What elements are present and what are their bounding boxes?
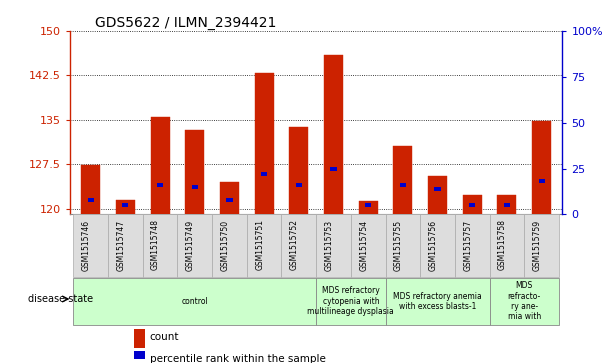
Bar bbox=[108, 215, 143, 277]
Bar bbox=[385, 278, 489, 325]
Bar bbox=[463, 195, 482, 215]
Bar bbox=[261, 172, 267, 176]
Text: MDS refractory
cytopenia with
multilineage dysplasia: MDS refractory cytopenia with multilinea… bbox=[308, 286, 394, 316]
Bar bbox=[365, 203, 371, 207]
Bar bbox=[316, 215, 351, 277]
Text: GSM1515759: GSM1515759 bbox=[533, 220, 542, 270]
Bar bbox=[385, 215, 420, 277]
Bar bbox=[134, 329, 145, 347]
Text: MDS
refracto-
ry ane-
mia with: MDS refracto- ry ane- mia with bbox=[508, 281, 541, 322]
Bar bbox=[192, 185, 198, 189]
Bar bbox=[428, 176, 447, 215]
Bar bbox=[157, 183, 163, 187]
Text: GSM1515753: GSM1515753 bbox=[325, 220, 334, 270]
Text: count: count bbox=[150, 333, 179, 342]
Text: GSM1515752: GSM1515752 bbox=[290, 220, 299, 270]
Text: GSM1515749: GSM1515749 bbox=[186, 220, 195, 270]
Text: MDS refractory anemia
with excess blasts-1: MDS refractory anemia with excess blasts… bbox=[393, 292, 482, 311]
Bar bbox=[143, 215, 178, 277]
Bar bbox=[359, 201, 378, 215]
Bar bbox=[393, 146, 412, 215]
Text: GSM1515754: GSM1515754 bbox=[359, 220, 368, 270]
Bar bbox=[289, 127, 308, 215]
Text: percentile rank within the sample: percentile rank within the sample bbox=[150, 354, 325, 363]
Bar bbox=[226, 198, 232, 202]
Text: disease state: disease state bbox=[28, 294, 93, 304]
Text: GSM1515756: GSM1515756 bbox=[429, 220, 438, 270]
Bar bbox=[74, 278, 316, 325]
Bar bbox=[116, 200, 135, 215]
Bar bbox=[220, 182, 239, 215]
Bar bbox=[420, 215, 455, 277]
Text: GSM1515757: GSM1515757 bbox=[463, 220, 472, 270]
Bar bbox=[489, 215, 524, 277]
Text: GSM1515746: GSM1515746 bbox=[81, 220, 91, 270]
Bar bbox=[532, 121, 551, 215]
Bar bbox=[539, 179, 545, 183]
Bar bbox=[151, 117, 170, 215]
Bar bbox=[212, 215, 247, 277]
Text: GSM1515751: GSM1515751 bbox=[255, 220, 264, 270]
Bar bbox=[282, 215, 316, 277]
Text: GSM1515747: GSM1515747 bbox=[116, 220, 125, 270]
Bar bbox=[122, 203, 128, 207]
Text: GSM1515758: GSM1515758 bbox=[498, 220, 507, 270]
Bar bbox=[185, 130, 204, 215]
Bar bbox=[435, 187, 441, 191]
Text: GSM1515750: GSM1515750 bbox=[221, 220, 229, 270]
Bar bbox=[504, 203, 510, 207]
Bar bbox=[178, 215, 212, 277]
Bar bbox=[247, 215, 282, 277]
Bar bbox=[316, 278, 385, 325]
Bar bbox=[81, 165, 100, 215]
Bar bbox=[489, 278, 559, 325]
Bar bbox=[497, 195, 516, 215]
Text: GSM1515748: GSM1515748 bbox=[151, 220, 160, 270]
Bar bbox=[134, 351, 145, 363]
Bar bbox=[351, 215, 385, 277]
Bar bbox=[74, 215, 108, 277]
Bar bbox=[469, 203, 475, 207]
Bar bbox=[295, 183, 302, 187]
Bar bbox=[331, 167, 337, 171]
Text: control: control bbox=[181, 297, 208, 306]
Bar bbox=[88, 198, 94, 202]
Bar bbox=[400, 183, 406, 187]
Text: GSM1515755: GSM1515755 bbox=[394, 220, 403, 270]
Bar bbox=[524, 215, 559, 277]
Text: GDS5622 / ILMN_2394421: GDS5622 / ILMN_2394421 bbox=[95, 16, 276, 30]
Bar bbox=[255, 73, 274, 215]
Bar bbox=[324, 54, 343, 215]
Bar bbox=[455, 215, 489, 277]
